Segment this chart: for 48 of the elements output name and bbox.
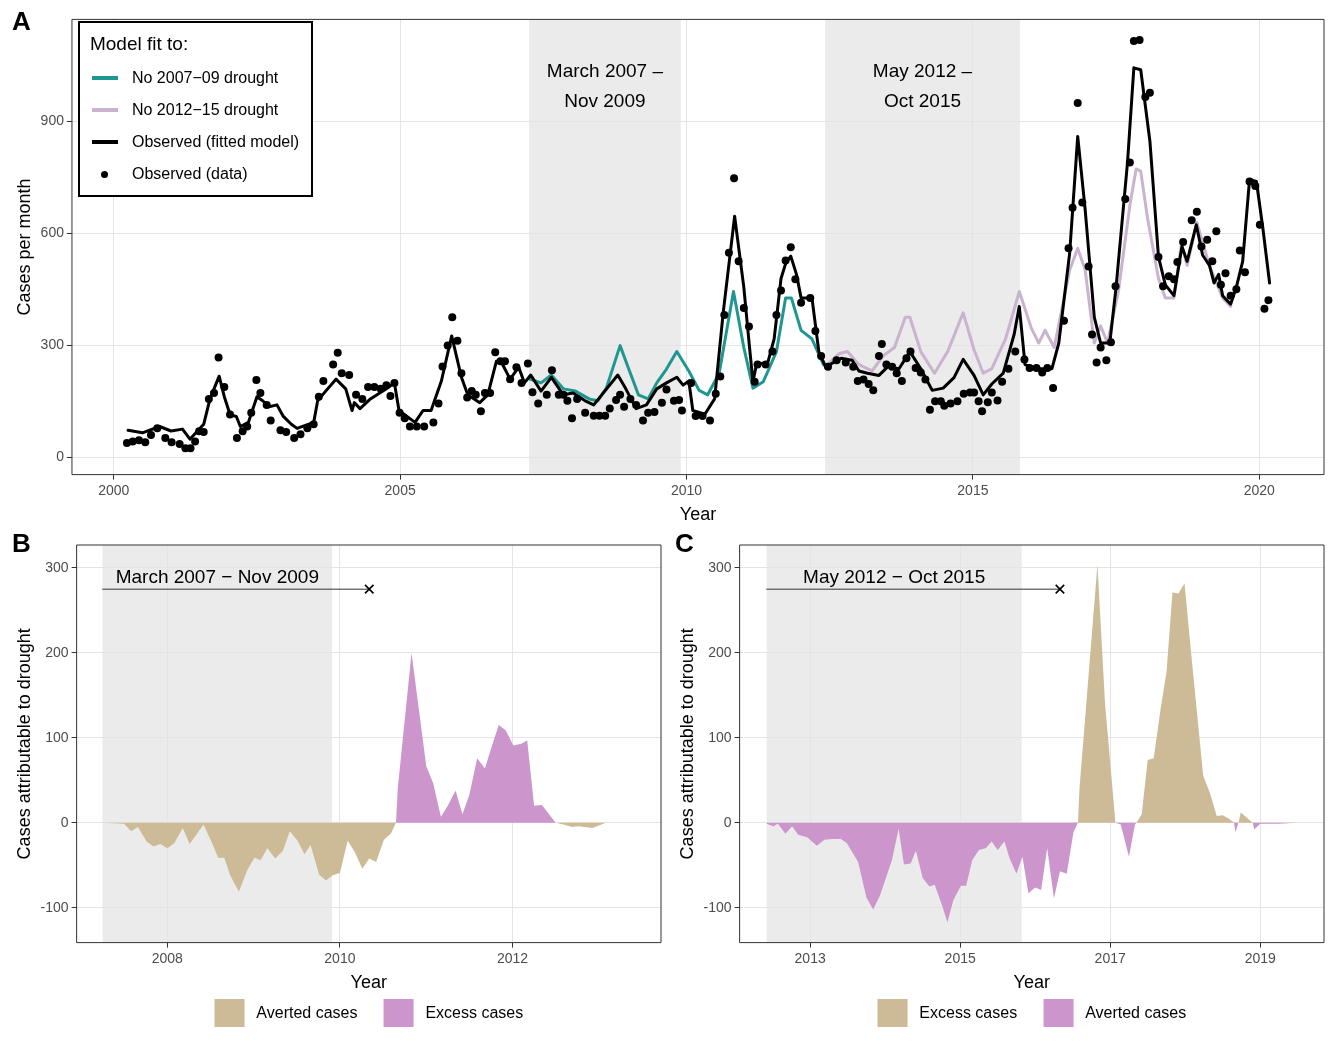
- legend-label: Excess cases: [919, 1004, 1018, 1022]
- legend-title: Model fit to:: [89, 33, 190, 56]
- x-tick-label: 2010: [324, 949, 356, 966]
- x-tick-label: 2020: [1243, 481, 1276, 498]
- y-tick-label: -100: [40, 898, 69, 915]
- legend-label: Observed (data): [131, 165, 248, 184]
- x-axis-title: Year: [1013, 972, 1050, 993]
- x-tick-label: 2015: [944, 949, 976, 966]
- x-tick-label: 2000: [98, 481, 130, 498]
- band-label: March 2007 − Nov 2009: [115, 566, 319, 588]
- band-label: May 2012 – Oct 2015: [872, 59, 973, 111]
- x-tick-label: 2019: [1244, 949, 1277, 966]
- x-tick-label: 2005: [384, 481, 416, 498]
- x-tick-label: 2013: [794, 949, 826, 966]
- x-tick-label: 2017: [1094, 949, 1126, 966]
- x-axis-title: Year: [679, 504, 717, 525]
- y-tick-label: 0: [56, 447, 65, 464]
- y-tick-label: 200: [45, 643, 69, 660]
- y-tick-label: 100: [708, 728, 732, 745]
- x-tick-label: 2012: [496, 949, 529, 966]
- x-tick-label: 2015: [957, 481, 989, 498]
- y-tick-label: 900: [40, 112, 65, 129]
- legend-label: No 2012−15 drought: [131, 101, 279, 120]
- y-tick-label: 300: [708, 558, 732, 575]
- y-axis-title: Cases per month: [13, 178, 34, 316]
- x-tick-label: 2010: [670, 481, 703, 498]
- y-tick-label: 300: [45, 558, 69, 575]
- band-label: May 2012 − Oct 2015: [803, 566, 986, 588]
- y-tick-label: 600: [40, 224, 65, 241]
- legend-label: No 2007−09 drought: [131, 69, 279, 88]
- x-axis-title: Year: [350, 972, 387, 993]
- chart-title: A: [12, 6, 31, 37]
- legend-label: Excess cases: [425, 1004, 524, 1022]
- y-tick-label: 0: [60, 813, 69, 830]
- legend-label: Averted cases: [1085, 1004, 1187, 1022]
- x-tick-label: 2008: [151, 949, 184, 966]
- legend-label: Observed (fitted model): [131, 133, 300, 152]
- chart-title: B: [12, 528, 31, 559]
- band-label: March 2007 – Nov 2009: [546, 59, 664, 111]
- y-tick-label: 300: [40, 336, 65, 353]
- y-axis-title: Cases attributable to drought: [13, 628, 34, 860]
- legend-label: Averted cases: [256, 1004, 358, 1022]
- chart-title: C: [675, 528, 694, 559]
- y-tick-label: 100: [45, 728, 69, 745]
- y-tick-label: 0: [723, 813, 732, 830]
- y-tick-label: 200: [708, 643, 732, 660]
- y-tick-label: -100: [703, 898, 732, 915]
- y-axis-title: Cases attributable to drought: [676, 628, 697, 860]
